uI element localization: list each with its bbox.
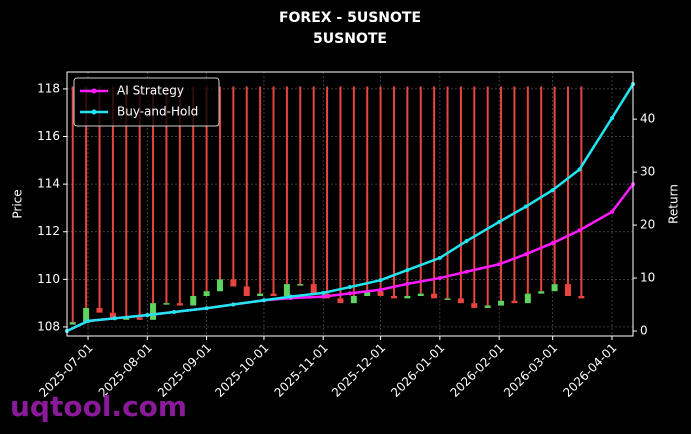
return-point: [348, 291, 352, 296]
candle-body: [364, 291, 371, 297]
y2-tick-label: 30: [640, 165, 655, 179]
y-tick-label: 114: [37, 177, 60, 191]
return-point: [497, 219, 502, 224]
candle-body: [457, 298, 464, 304]
candle-body: [524, 293, 531, 304]
candle-body: [190, 296, 197, 306]
candle-body: [203, 291, 210, 297]
candle-body: [123, 317, 130, 320]
return-point: [204, 306, 209, 311]
y-tick-label: 112: [37, 224, 60, 238]
candle-body: [283, 284, 290, 297]
return-point: [523, 204, 528, 209]
return-point: [261, 298, 266, 303]
return-point: [405, 268, 410, 273]
candle-body: [176, 303, 183, 306]
legend-box: [73, 77, 220, 127]
y2-tick-label: 10: [640, 271, 655, 285]
axes-frame: [66, 71, 634, 337]
return-point: [288, 294, 293, 299]
candle-body: [216, 279, 223, 292]
candle-body: [564, 284, 571, 297]
return-point: [550, 241, 555, 246]
candle-body: [230, 279, 237, 287]
y-tick-label: 116: [37, 129, 60, 143]
return-point: [464, 238, 469, 243]
candle-body: [150, 303, 157, 320]
return-point: [550, 188, 555, 193]
return-point: [437, 255, 442, 260]
return-point: [523, 252, 528, 257]
candle-body: [498, 300, 505, 306]
return-point: [437, 276, 442, 281]
candle-body: [390, 296, 397, 299]
y2-tick-label: 20: [640, 218, 655, 232]
return-point: [378, 278, 383, 283]
candle-body: [69, 322, 76, 325]
return-point: [497, 262, 502, 267]
candle-body: [257, 293, 264, 297]
return-point: [577, 167, 582, 172]
chart-subtitle: 5USNOTE: [313, 31, 387, 47]
y-axis-label: Price: [11, 189, 25, 218]
candle-body: [511, 300, 518, 304]
candle-body: [551, 284, 558, 292]
return-point: [577, 228, 582, 233]
return-point: [112, 316, 117, 321]
return-point: [609, 116, 614, 121]
candle-body: [417, 293, 424, 297]
candle-body: [471, 303, 478, 308]
candle-body: [270, 293, 277, 297]
candle-body: [377, 291, 384, 297]
legend-marker: [91, 88, 97, 94]
candle-body: [431, 293, 438, 299]
return-point: [378, 287, 383, 292]
candle-body: [243, 286, 250, 297]
y-tick-label: 108: [37, 319, 60, 333]
y2-tick-label: 0: [640, 324, 648, 338]
candle-body: [136, 317, 143, 320]
candle-body: [297, 284, 304, 286]
candle-body: [337, 298, 344, 304]
y2-tick-label: 40: [640, 112, 655, 126]
chart-title: FOREX - 5USNOTE: [279, 10, 421, 26]
legend-label: AI Strategy: [117, 84, 184, 98]
candle-body: [484, 305, 491, 308]
legend-label: Buy-and-Hold: [117, 105, 198, 119]
candle-body: [310, 284, 317, 294]
candle-body: [404, 296, 411, 299]
candle-body: [109, 312, 116, 320]
return-point: [609, 209, 614, 214]
return-point: [145, 313, 150, 318]
candle-body: [578, 296, 585, 299]
return-point: [405, 281, 410, 286]
y-tick-label: 110: [37, 272, 60, 286]
candle-body: [350, 296, 357, 304]
return-point: [348, 285, 352, 290]
return-point: [464, 269, 469, 274]
return-point: [321, 294, 326, 299]
candle-body: [444, 298, 451, 300]
candle-body: [163, 303, 170, 305]
candle-body: [538, 291, 545, 294]
return-point: [172, 309, 177, 314]
legend-marker: [91, 109, 97, 115]
candle-body: [83, 307, 90, 323]
return-point: [231, 302, 236, 307]
candle-body: [96, 307, 103, 313]
y2-axis-label: Return: [667, 184, 681, 224]
return-point: [321, 290, 326, 295]
watermark: uqtool.com: [10, 390, 187, 423]
return-point: [86, 318, 91, 323]
y-tick-label: 118: [37, 81, 60, 95]
